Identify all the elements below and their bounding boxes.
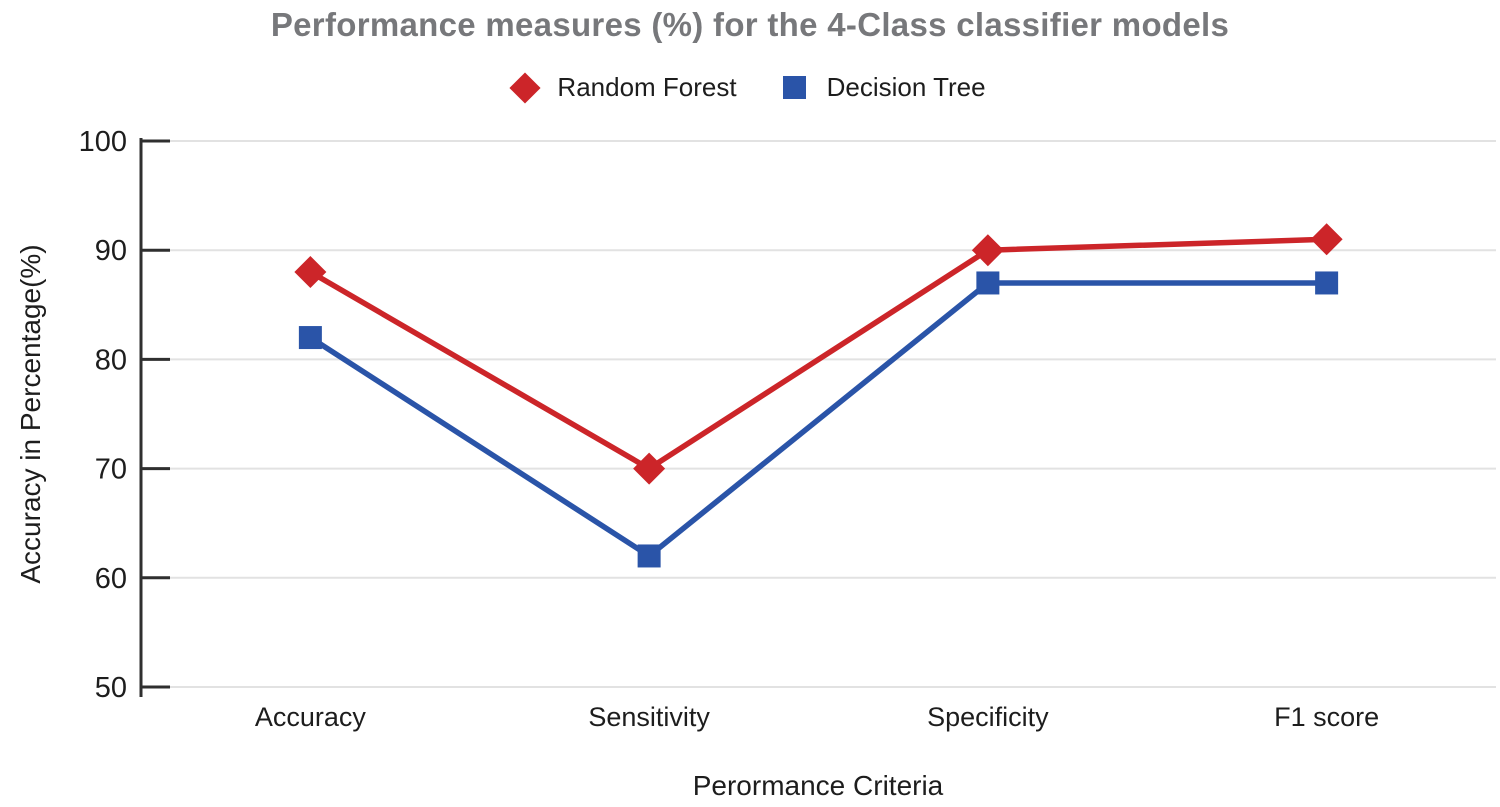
series-line-random-forest [307, 236, 1330, 472]
y-axis-title: Accuracy in Percentage(%) [15, 244, 46, 583]
label-layer: 50 60 70 80 90 100 Accuracy Sensitivity Specific… [79, 126, 1380, 732]
data-point-random-forest-accuracy [294, 256, 327, 289]
series-layer [294, 223, 1343, 568]
y-tick-label: 70 [95, 454, 127, 486]
x-tick-label: F1 score [1274, 702, 1379, 732]
square-icon [782, 76, 806, 99]
data-point-random-forest-f1-score [1310, 223, 1343, 256]
legend-item-decision-tree: Decision Tree [782, 72, 986, 103]
data-point-random-forest-specificity [971, 234, 1004, 267]
data-point-decision-tree-sensitivity [637, 544, 661, 568]
y-tick-label: 90 [95, 235, 127, 267]
legend-label: Decision Tree [826, 72, 986, 102]
legend-item-random-forest: Random Forest [509, 71, 737, 104]
chart-title: Performance measures (%) for the 4-Class… [270, 6, 1230, 43]
data-point-decision-tree-specificity [976, 271, 1000, 295]
data-point-decision-tree-accuracy [298, 326, 322, 350]
data-point-decision-tree-f1-score [1315, 271, 1339, 295]
y-tick-label: 60 [95, 563, 127, 595]
y-tick-label: 80 [95, 344, 127, 376]
x-tick-label: Accuracy [255, 702, 367, 732]
series-line-decision-tree [307, 280, 1330, 559]
x-axis-title: Perormance Criteria [693, 770, 944, 801]
y-tick-label: 100 [79, 126, 127, 158]
x-tick-label: Sensitivity [588, 702, 710, 732]
grid-layer [139, 138, 1496, 697]
x-tick-label: Specificity [927, 702, 1049, 732]
legend-label: Random Forest [557, 72, 737, 102]
data-point-random-forest-sensitivity [633, 452, 666, 485]
legend: Random Forest Decision Tree [0, 71, 1500, 104]
y-tick-label: 50 [95, 672, 127, 704]
